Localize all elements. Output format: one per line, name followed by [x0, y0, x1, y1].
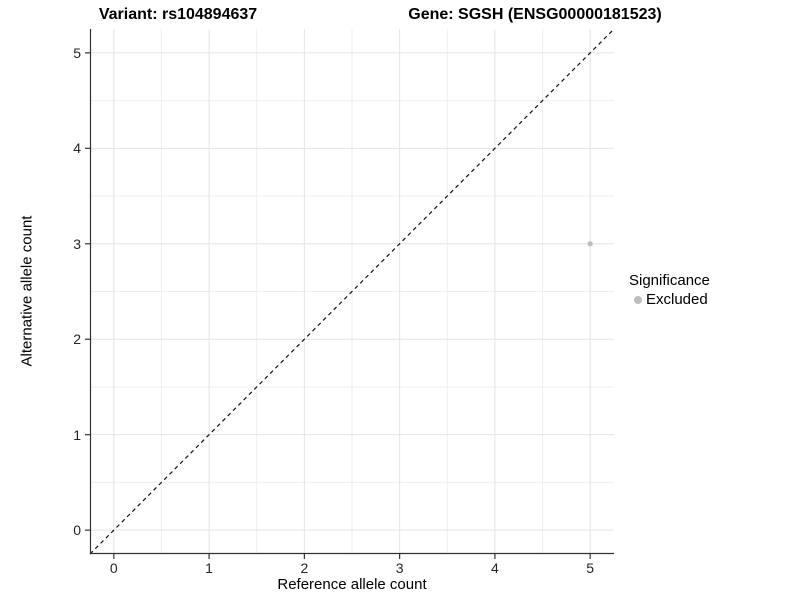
x-tick-label: 0 [109, 560, 118, 576]
x-tick-label: 2 [300, 560, 309, 576]
x-tick-label: 5 [586, 560, 595, 576]
plot-canvas [85, 28, 615, 559]
x-axis-title: Reference allele count [277, 576, 427, 593]
legend-title: Significance [629, 272, 710, 289]
identity-reference-line [89, 28, 615, 555]
y-tick-label: 2 [73, 331, 81, 348]
y-tick-label: 5 [73, 44, 81, 61]
y-axis-tick-labels: 0 1 2 3 4 5 [0, 29, 81, 554]
legend: Significance Excluded [629, 272, 710, 308]
plot-panel [85, 28, 615, 559]
y-tick-label: 1 [73, 426, 81, 443]
y-tick-label: 0 [73, 522, 81, 539]
legend-entry-label: Excluded [646, 291, 708, 308]
x-axis-tick-labels: 0 1 2 3 4 5 [90, 560, 614, 576]
data-point [587, 241, 593, 247]
x-tick-label: 4 [491, 560, 499, 576]
plot-title-variant: Variant: rs104894637 [98, 6, 258, 23]
y-tick-label: 3 [73, 235, 81, 252]
y-tick-label: 4 [73, 140, 81, 157]
legend-entry: Excluded [629, 291, 710, 308]
plot-title-gene: Gene: SGSH (ENSG00000181523) [408, 6, 662, 23]
legend-point-icon [634, 295, 642, 304]
y-axis-title: Alternative allele count [18, 215, 36, 367]
x-tick-label: 3 [395, 560, 404, 576]
x-tick-label: 1 [205, 560, 213, 576]
